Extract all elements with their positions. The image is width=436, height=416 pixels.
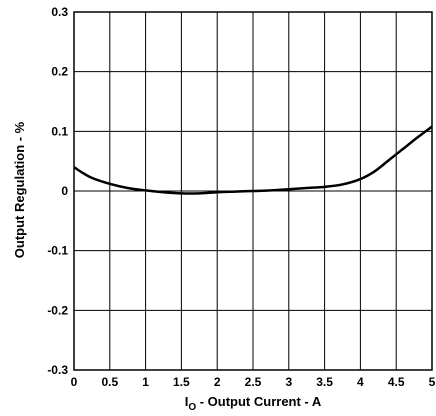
x-axis-title: IO - Output Current - A — [185, 394, 322, 413]
y-tick-label: 0.2 — [51, 65, 68, 79]
x-tick-label: 0 — [71, 375, 78, 389]
y-tick-label: 0.3 — [51, 5, 68, 19]
y-tick-label: -0.3 — [47, 363, 68, 377]
series-layer — [73, 125, 433, 195]
x-tick-label: 4.5 — [388, 375, 405, 389]
y-axis-title: Output Regulation - % — [12, 121, 27, 258]
x-tick-label: 4 — [357, 375, 364, 389]
series-line — [73, 125, 433, 195]
y-tick-label: -0.1 — [47, 244, 68, 258]
x-tick-label: 3.5 — [316, 375, 333, 389]
x-axis-title-rest: - Output Current - A — [196, 394, 322, 409]
y-tick-label: 0 — [61, 184, 68, 198]
x-tick-label: 5 — [429, 375, 436, 389]
x-tick-label: 1.5 — [173, 375, 190, 389]
x-axis-title-subscript: O — [188, 402, 196, 413]
x-tick-label: 3 — [285, 375, 292, 389]
x-tick-label: 0.5 — [101, 375, 118, 389]
x-axis-title-main: I — [185, 394, 189, 409]
x-tick-labels: 0 0.5 1 1.5 2 2.5 3 3.5 4 4.5 5 — [71, 375, 436, 389]
y-tick-labels: 0.3 0.2 0.1 0 -0.1 -0.2 -0.3 — [47, 5, 68, 377]
x-tick-label: 2.5 — [245, 375, 262, 389]
x-tick-label: 2 — [214, 375, 221, 389]
y-tick-label: -0.2 — [47, 303, 68, 317]
x-tick-label: 1 — [142, 375, 149, 389]
y-tick-label: 0.1 — [51, 124, 68, 138]
plot-frame — [73, 11, 433, 371]
